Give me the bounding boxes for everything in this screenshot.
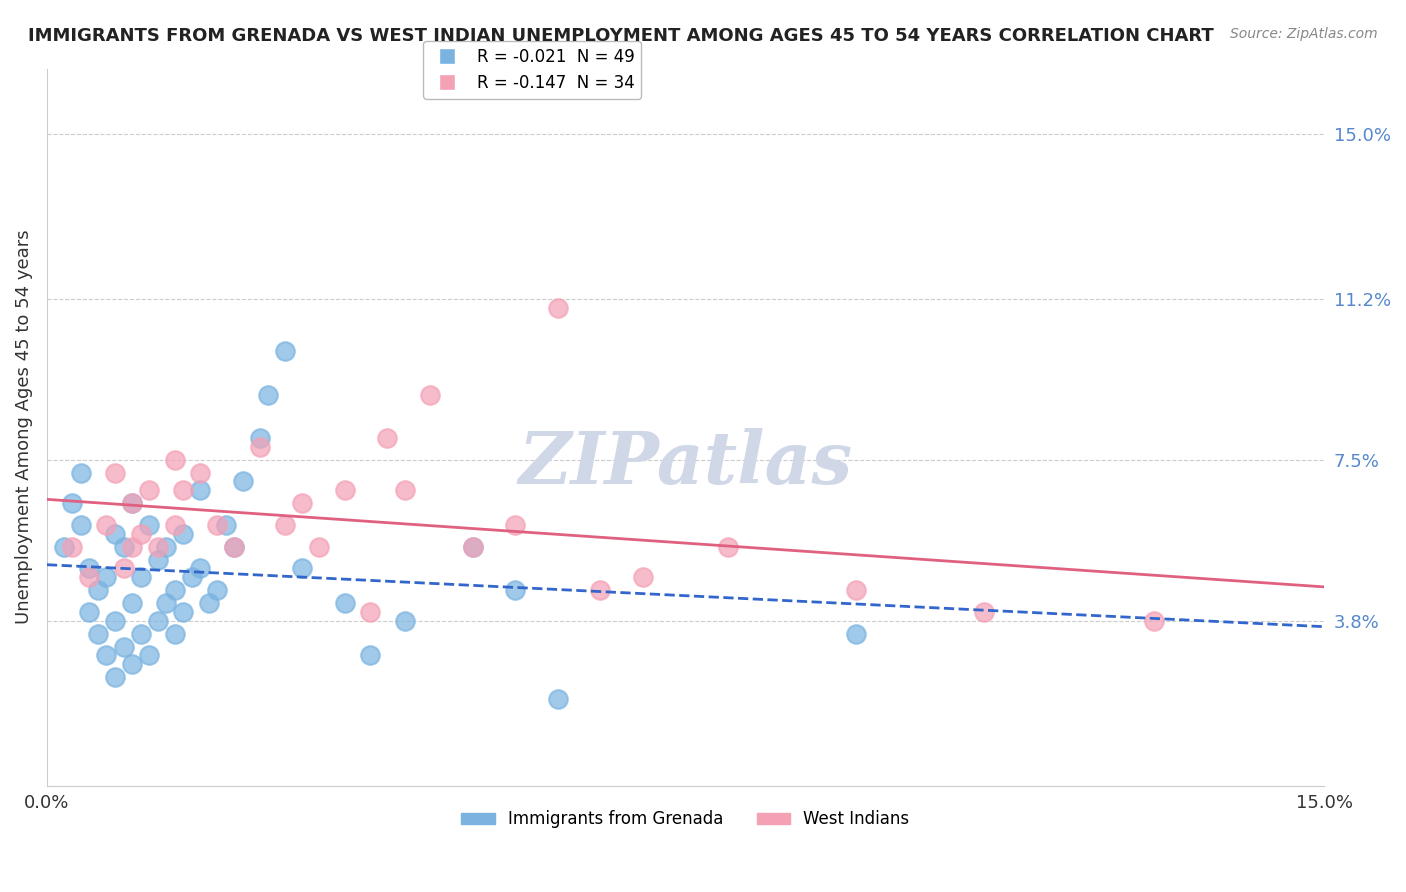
Point — [138, 483, 160, 498]
Point — [146, 614, 169, 628]
Point — [172, 483, 194, 498]
Point — [461, 540, 484, 554]
Point — [155, 540, 177, 554]
Point — [163, 583, 186, 598]
Point — [394, 614, 416, 628]
Point — [79, 561, 101, 575]
Point — [62, 540, 84, 554]
Point — [146, 540, 169, 554]
Point — [146, 553, 169, 567]
Point — [291, 561, 314, 575]
Point — [249, 440, 271, 454]
Point — [547, 301, 569, 315]
Point — [70, 466, 93, 480]
Point — [121, 596, 143, 610]
Point — [503, 583, 526, 598]
Point — [503, 518, 526, 533]
Point — [333, 596, 356, 610]
Point — [359, 605, 381, 619]
Point — [188, 466, 211, 480]
Point — [87, 583, 110, 598]
Text: 0.0%: 0.0% — [24, 795, 69, 813]
Point — [205, 518, 228, 533]
Point — [845, 583, 868, 598]
Legend: Immigrants from Grenada, West Indians: Immigrants from Grenada, West Indians — [454, 804, 917, 835]
Point — [419, 387, 441, 401]
Point — [138, 648, 160, 663]
Point — [121, 496, 143, 510]
Point — [96, 570, 118, 584]
Point — [224, 540, 246, 554]
Point — [232, 475, 254, 489]
Point — [52, 540, 75, 554]
Point — [359, 648, 381, 663]
Point — [163, 626, 186, 640]
Point — [845, 626, 868, 640]
Text: 15.0%: 15.0% — [1296, 795, 1353, 813]
Point — [104, 466, 127, 480]
Point — [121, 496, 143, 510]
Point — [589, 583, 612, 598]
Point — [205, 583, 228, 598]
Point — [112, 640, 135, 654]
Y-axis label: Unemployment Among Ages 45 to 54 years: Unemployment Among Ages 45 to 54 years — [15, 230, 32, 624]
Point — [291, 496, 314, 510]
Point — [129, 570, 152, 584]
Point — [257, 387, 280, 401]
Point — [215, 518, 238, 533]
Point — [224, 540, 246, 554]
Point — [163, 452, 186, 467]
Point — [274, 344, 297, 359]
Point — [129, 526, 152, 541]
Point — [87, 626, 110, 640]
Point — [1143, 614, 1166, 628]
Point — [717, 540, 740, 554]
Point — [129, 626, 152, 640]
Point — [104, 670, 127, 684]
Point — [377, 431, 399, 445]
Point — [461, 540, 484, 554]
Point — [121, 540, 143, 554]
Point — [172, 526, 194, 541]
Point — [79, 605, 101, 619]
Point — [62, 496, 84, 510]
Text: Source: ZipAtlas.com: Source: ZipAtlas.com — [1230, 27, 1378, 41]
Point — [121, 657, 143, 671]
Point — [112, 561, 135, 575]
Point — [79, 570, 101, 584]
Point — [333, 483, 356, 498]
Point — [155, 596, 177, 610]
Point — [394, 483, 416, 498]
Point — [104, 614, 127, 628]
Point — [163, 518, 186, 533]
Text: IMMIGRANTS FROM GRENADA VS WEST INDIAN UNEMPLOYMENT AMONG AGES 45 TO 54 YEARS CO: IMMIGRANTS FROM GRENADA VS WEST INDIAN U… — [28, 27, 1213, 45]
Text: ZIPatlas: ZIPatlas — [519, 427, 852, 499]
Point — [172, 605, 194, 619]
Point — [973, 605, 995, 619]
Point — [197, 596, 219, 610]
Point — [631, 570, 654, 584]
Point — [70, 518, 93, 533]
Point — [96, 518, 118, 533]
Point — [104, 526, 127, 541]
Point — [188, 483, 211, 498]
Point — [188, 561, 211, 575]
Point — [138, 518, 160, 533]
Point — [180, 570, 202, 584]
Point — [274, 518, 297, 533]
Point — [547, 691, 569, 706]
Point — [96, 648, 118, 663]
Point — [308, 540, 330, 554]
Point — [112, 540, 135, 554]
Point — [249, 431, 271, 445]
